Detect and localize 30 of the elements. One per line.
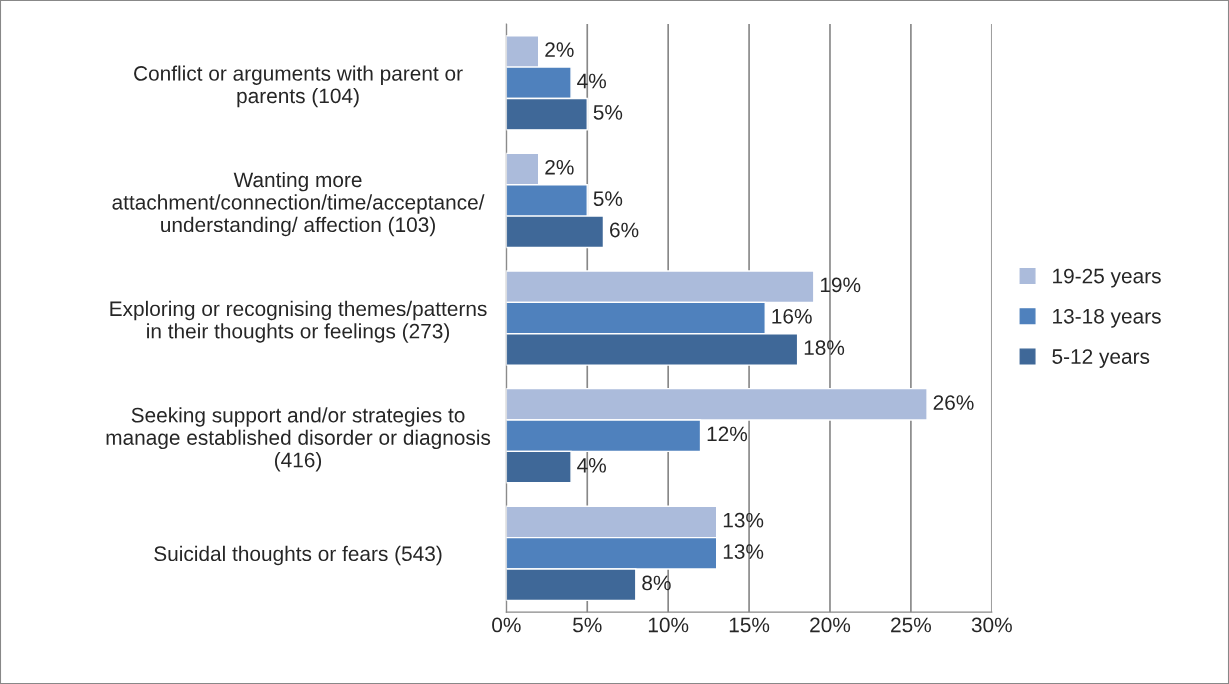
x-tick-label: 15% <box>729 617 770 633</box>
data-label: 4% <box>577 73 606 89</box>
data-label: 19% <box>820 277 861 293</box>
y-tick-label: Conflict or arguments with parent or parents (104) <box>134 65 463 108</box>
y-tick-label: Seeking support and/or strategies to manage established disorder or diagnosis (416) <box>106 407 491 472</box>
legend-label: 13-18 years <box>1053 308 1161 328</box>
y-tick-label: Wanting more attachment/connection/time/acceptance/ understanding/ affection (103) <box>112 171 485 237</box>
data-label: 5% <box>593 105 623 120</box>
data-label: 5% <box>593 191 623 206</box>
x-tick-label: 20% <box>810 617 851 633</box>
data-label: 2% <box>545 159 574 175</box>
data-label: 13% <box>723 512 764 528</box>
legend-label: 5-12 years <box>1052 349 1150 369</box>
data-label: 4% <box>577 458 606 473</box>
x-tick-label: 30% <box>971 617 1012 633</box>
data-label: 8% <box>642 575 671 591</box>
data-label: 12% <box>707 426 748 442</box>
y-tick-label: Suicidal thoughts or fears (543) <box>154 545 442 566</box>
x-tick-label: 5% <box>573 617 602 633</box>
data-label: 26% <box>933 395 974 410</box>
x-tick-label: 25% <box>891 617 931 633</box>
legend-label: 19-25 years <box>1053 268 1161 288</box>
data-label: 16% <box>772 308 812 324</box>
data-label: 6% <box>610 222 639 238</box>
data-label: 13% <box>723 544 764 559</box>
data-label: 2% <box>545 42 574 57</box>
x-tick-label: 0% <box>492 617 521 633</box>
x-tick-label: 10% <box>648 617 689 633</box>
data-label: 18% <box>804 340 845 356</box>
y-tick-label: Exploring or recognising themes/patterns in their thoughts or feelings (273) <box>110 300 487 343</box>
